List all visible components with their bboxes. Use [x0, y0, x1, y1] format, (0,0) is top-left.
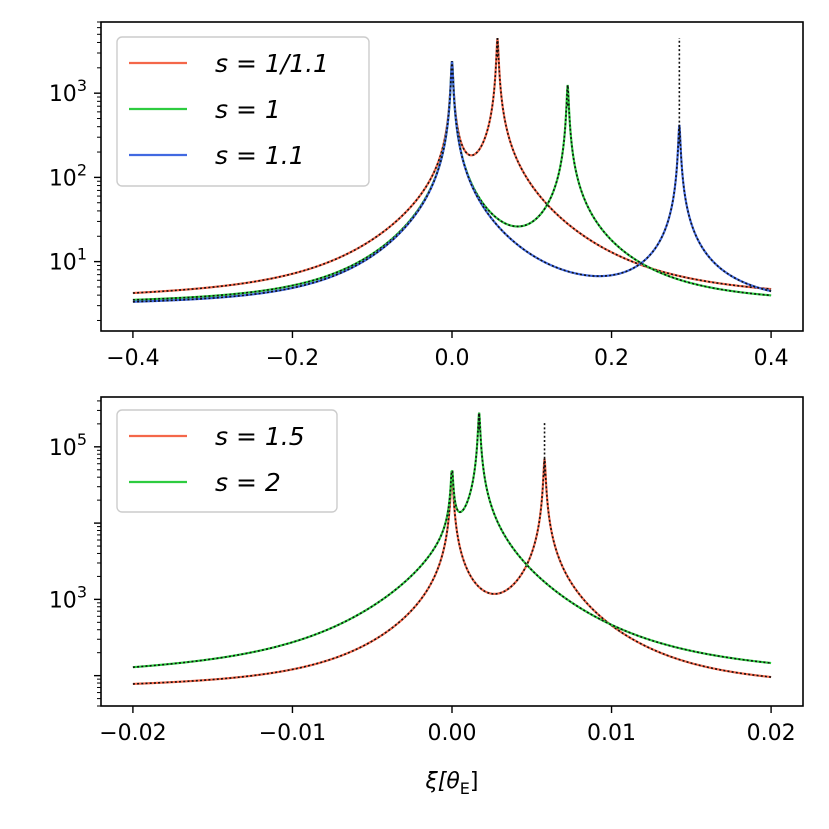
legend-label: s = 2 [215, 468, 281, 497]
legend: s = 1/1.1 s = 1 s = 1.1 [116, 36, 370, 187]
plot-area [132, 37, 772, 303]
x-tick-label: 0.00 [428, 721, 477, 746]
bottom-panel: −0.02 −0.01 0.00 0.01 0.02 103 105 s = 1.5 s = 2… [49, 396, 804, 798]
series-model-dotted-2 [132, 61, 772, 303]
x-tick-label: −0.02 [99, 721, 166, 746]
y-tick-label: 102 [49, 160, 87, 191]
x-tick-label: 0.4 [754, 346, 789, 371]
legend-label: s = 1/1.1 [215, 49, 329, 78]
x-tick-label: 0.02 [747, 721, 796, 746]
x-tick-label: −0.4 [106, 346, 159, 371]
y-tick-label: 105 [49, 430, 87, 461]
plot-area [132, 412, 772, 686]
series-model-dotted-0 [132, 38, 772, 294]
y-tick-label: 101 [49, 245, 87, 276]
legend-label: s = 1 [215, 95, 281, 124]
x-tick-label: 0.01 [587, 721, 636, 746]
y-tick-label: 103 [49, 76, 87, 107]
x-tick-label: −0.01 [259, 721, 326, 746]
y-tick-label: 103 [49, 582, 87, 613]
legend-box [116, 36, 370, 187]
x-tick-label: 0.2 [594, 346, 629, 371]
legend-label: s = 1.1 [215, 141, 305, 170]
legend-label: s = 1.5 [215, 422, 305, 451]
x-axis-label: ξ[θE] [424, 769, 478, 798]
series-model-dotted-1 [132, 412, 772, 668]
legend: s = 1.5 s = 2 [116, 409, 338, 513]
x-tick-label: 0.0 [435, 346, 470, 371]
series-model-dotted-0 [132, 458, 772, 685]
x-tick-label: −0.2 [266, 346, 319, 371]
